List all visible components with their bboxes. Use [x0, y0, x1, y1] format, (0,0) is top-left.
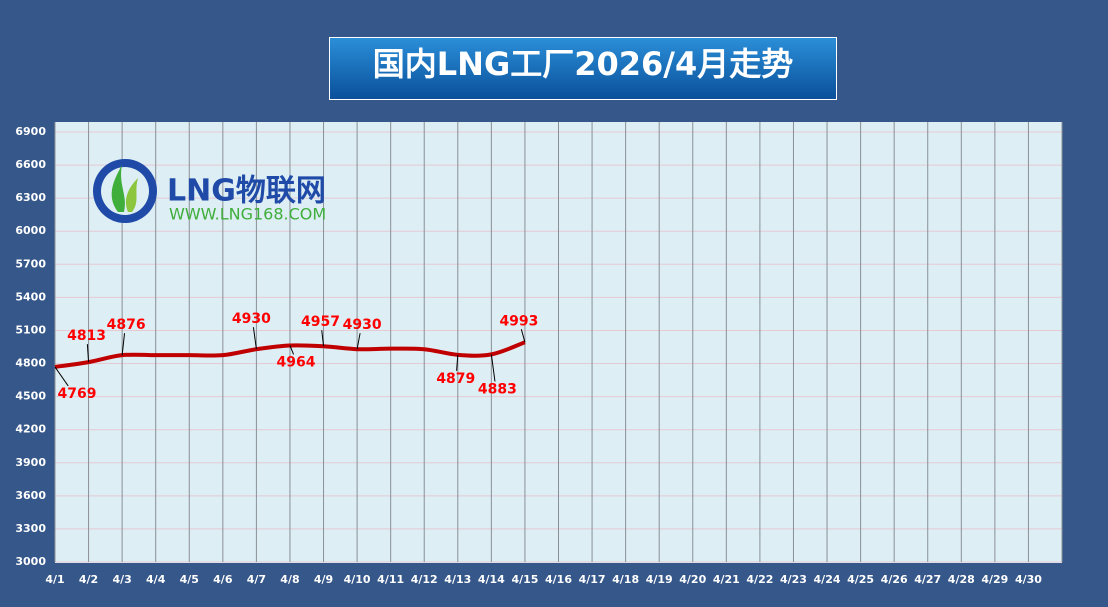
x-tick-label: 4/9	[314, 573, 333, 586]
x-tick-label: 4/27	[914, 573, 941, 586]
chart-title: 国内LNG工厂2026/4月走势	[373, 45, 793, 83]
y-tick-label: 6900	[15, 125, 46, 138]
x-tick-label: 4/2	[79, 573, 98, 586]
leader-line	[321, 330, 325, 347]
x-tick-label: 4/15	[511, 573, 538, 586]
data-label: 4876	[107, 317, 146, 333]
x-tick-label: 4/22	[746, 573, 773, 586]
x-tick-label: 4/29	[981, 573, 1008, 586]
y-tick-label: 4200	[15, 423, 46, 436]
title-box	[329, 37, 837, 100]
logo-url: WWW.LNG168.COM	[169, 205, 326, 224]
x-tick-label: 4/17	[579, 573, 606, 586]
y-tick-label: 3900	[15, 456, 46, 469]
x-tick-label: 4/7	[247, 573, 266, 586]
x-tick-label: 4/26	[881, 573, 908, 586]
x-tick-label: 4/11	[377, 573, 404, 586]
x-tick-label: 4/1	[45, 573, 64, 586]
x-tick-label: 4/28	[948, 573, 975, 586]
x-tick-label: 4/19	[646, 573, 673, 586]
x-tick-label: 4/6	[213, 573, 233, 586]
leader-line	[252, 327, 257, 350]
y-tick-label: 6600	[15, 158, 46, 171]
x-tick-label: 4/16	[545, 573, 572, 586]
x-tick-label: 4/25	[847, 573, 874, 586]
x-tick-label: 4/30	[1015, 573, 1042, 586]
leader-line	[456, 354, 459, 371]
logo: LNG物联网 WWW.LNG168.COM	[93, 159, 326, 224]
logo-name: LNG物联网	[167, 174, 326, 209]
grid: 3000 3300 3600 3900 4200 4500 4800 5100 5400 5700…	[15, 122, 1063, 586]
leader-line	[86, 344, 90, 363]
data-label: 4930	[232, 311, 271, 327]
x-tick-label: 4/8	[280, 573, 299, 586]
data-label: 4813	[67, 328, 106, 344]
y-tick-label: 5400	[15, 290, 46, 303]
data-label: 4879	[436, 371, 475, 387]
leader-line	[121, 333, 126, 356]
line-series	[54, 340, 526, 369]
data-label: 4769	[58, 386, 97, 402]
x-tick-label: 4/3	[112, 573, 131, 586]
data-label: 4964	[276, 354, 315, 370]
leader-line	[54, 366, 69, 387]
y-tick-label: 4800	[15, 357, 46, 370]
data-label: 4883	[478, 381, 517, 397]
logo-leaf	[125, 178, 138, 212]
x-tick-label: 4/5	[180, 573, 199, 586]
x-tick-label: 4/20	[679, 573, 706, 586]
x-tick-label: 4/12	[411, 573, 438, 586]
y-tick-label: 5100	[15, 323, 46, 336]
y-tick-label: 6000	[15, 224, 46, 237]
logo-inner	[101, 167, 149, 215]
y-tick-label: 3600	[15, 489, 46, 502]
y-tick-label: 3000	[15, 555, 46, 568]
data-label: 4957	[301, 314, 340, 330]
x-tick-label: 4/10	[344, 573, 371, 586]
x-tick-label: 4/13	[444, 573, 471, 586]
x-tick-label: 4/23	[780, 573, 807, 586]
y-tick-label: 3300	[15, 522, 46, 535]
y-tick-label: 5700	[15, 257, 46, 270]
leader-line	[490, 354, 496, 382]
leader-line	[289, 345, 295, 355]
y-tick-label: 4500	[15, 390, 46, 403]
data-label: 4993	[499, 313, 538, 329]
leader-line	[520, 329, 526, 343]
leader-line	[356, 333, 361, 350]
x-tick-label: 4/14	[478, 573, 505, 586]
data-label: 4930	[343, 317, 382, 333]
y-tick-label: 6300	[15, 191, 46, 204]
x-tick-label: 4/18	[612, 573, 639, 586]
x-tick-label: 4/24	[814, 573, 841, 586]
x-tick-label: 4/4	[146, 573, 166, 586]
x-tick-label: 4/21	[713, 573, 740, 586]
logo-leaf	[111, 165, 125, 212]
